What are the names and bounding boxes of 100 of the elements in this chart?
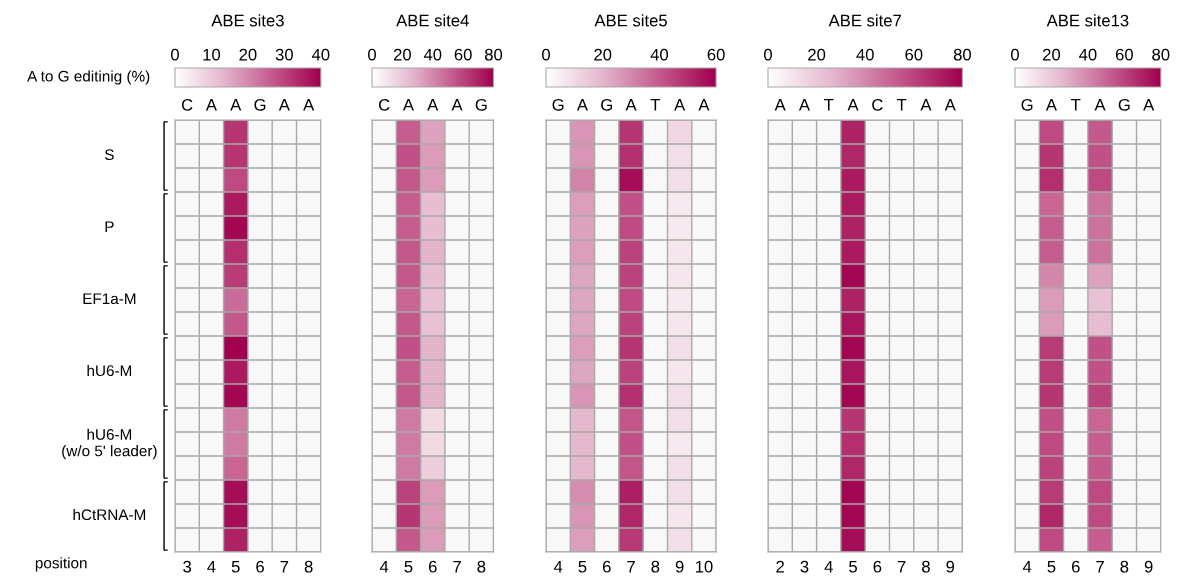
text: A [674,99,686,111]
x-tick-label: 7 [453,560,461,573]
x-tick-label: 10 [695,560,713,573]
text: A [278,99,290,111]
text: T [1071,99,1081,111]
text: T [650,99,661,111]
chart-title: ABE site7 [828,14,901,27]
text: G [552,98,564,111]
color-bar-label: 0 [1011,48,1019,61]
text: G [1118,98,1130,111]
color-bar-label: 10 [203,48,221,61]
text: T [896,99,907,111]
text: A [402,99,414,111]
text: A [698,99,710,111]
x-tick-label: 4 [824,560,833,573]
color-bar-label: 0 [171,48,179,61]
text: C [181,98,193,111]
color-bar-label: 0 [764,48,772,61]
text: C [872,98,883,111]
text: A [427,99,439,111]
text: A [303,99,315,111]
y-tick-label: EF1a-M [83,293,136,305]
x-tick-label: 8 [477,560,486,573]
text: A [920,99,932,111]
text: A [798,99,810,111]
x-tick-label: 7 [897,560,906,573]
color-bar-label: 80 [953,48,972,61]
color-bar-label: 20 [808,48,826,61]
color-bar-title: A to G editinig (%) [27,70,150,85]
x-tick-label: 6 [1071,560,1080,573]
text: A [451,99,463,111]
x-tick-label: 6 [256,560,264,573]
color-bar-label: 80 [484,48,503,61]
x-tick-label: 4 [1022,560,1032,573]
x-tick-label: 4 [553,560,563,573]
color-bar-label: 20 [239,48,257,61]
chart-title: ABE site5 [594,14,667,27]
color-bar-label: 40 [1079,48,1097,61]
y-tick-label: hCtRNA-M [73,508,146,521]
y-tick-label: hU6-M [87,364,132,377]
color-bar-label: 40 [650,48,669,61]
x-tick-label: 4 [207,560,216,573]
text: A [1094,99,1106,111]
color-bar-label: 60 [905,48,923,61]
color-bar-label: 20 [1043,48,1061,61]
x-tick-label: 8 [304,560,313,573]
x-tick-label: 8 [1120,560,1129,573]
text: C [378,98,390,111]
x-tick-label: 9 [946,560,955,573]
x-tick-label: 4 [379,560,389,573]
text: A [944,99,956,111]
chart-title: ABE site13 [1046,14,1129,27]
text: G [601,98,612,111]
x-tick-label: 5 [404,560,413,573]
x-tick-label: 7 [627,560,635,573]
x-tick-label: 6 [602,560,611,573]
x-tick-label: 2 [776,560,784,573]
chart-title: ABE site3 [211,14,284,27]
x-tick-label: 5 [578,560,587,573]
chart-title: ABE site4 [396,14,469,27]
text: A [205,99,217,111]
x-tick-label: 9 [675,560,684,573]
x-tick-label: 7 [280,560,289,573]
text: A [625,99,637,111]
color-bar-label: 60 [1115,48,1133,61]
text: A [1045,99,1057,111]
x-tick-label: 3 [183,560,192,573]
color-bar-label: 40 [856,48,874,61]
text: A [774,99,786,111]
color-bar-label: 80 [1152,48,1170,61]
color-bar-label: 0 [368,48,376,61]
color-bar-label: 20 [393,48,411,61]
color-bar-label: 0 [542,48,550,61]
text: T [824,99,834,111]
color-bar-label: 40 [423,48,442,61]
text: A [576,99,588,111]
y-tick-label: P [105,221,114,232]
text: A [1143,99,1155,111]
x-tick-label: 8 [651,560,660,573]
y-tick-label: S [104,149,114,161]
color-bar-label: 60 [707,48,725,61]
text: G [1021,98,1033,111]
x-tick-label: 5 [849,560,857,573]
color-bar-label: 60 [454,48,472,61]
text: G [475,98,487,111]
x-tick-label: 6 [428,560,437,573]
x-axis-title: position [35,557,87,572]
y-tick-label: hU6-M (w/o 5' leader) [62,428,157,460]
x-tick-label: 3 [800,560,809,573]
x-tick-label: 9 [1144,560,1153,573]
text: A [847,99,859,111]
text: A [230,99,242,111]
x-tick-label: 7 [1096,560,1104,573]
x-tick-label: 6 [873,560,882,573]
x-tick-label: 5 [231,560,240,573]
color-bar-label: 40 [311,48,330,61]
text: G [254,98,266,111]
color-bar-label: 20 [594,48,612,61]
x-tick-label: 5 [1047,560,1056,573]
color-bar-label: 30 [275,48,293,61]
